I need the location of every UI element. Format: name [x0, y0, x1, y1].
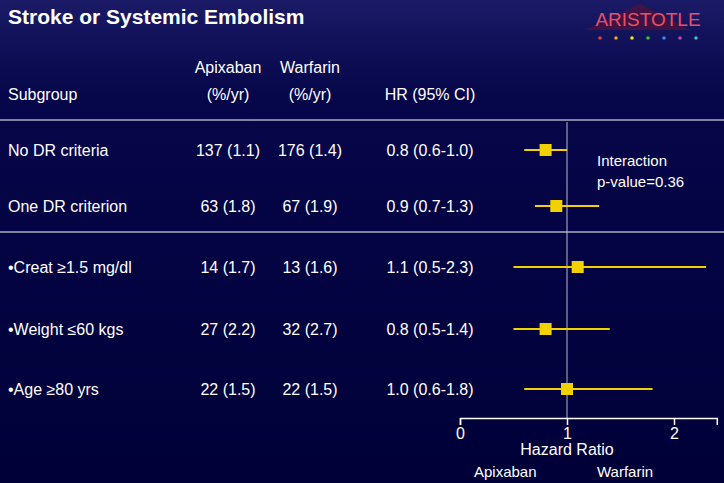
- ci-line: [514, 328, 610, 330]
- texts: Stroke or Systemic Embolism Subgroup Apixa…: [8, 5, 684, 480]
- chart: Stroke or Systemic Embolism Subgroup Apixa…: [0, 0, 724, 483]
- logo-dot: [598, 36, 602, 40]
- row-label: •Age ≥80 yrs: [8, 381, 99, 398]
- apixaban-cell: 137 (1.1): [196, 142, 260, 159]
- x-tick-label: 0: [456, 425, 465, 442]
- apixaban-cell: 14 (1.7): [200, 259, 255, 276]
- ci-line: [524, 388, 652, 390]
- hr-cell: 0.8 (0.6-1.0): [386, 142, 473, 159]
- row-label: No DR criteria: [8, 142, 109, 159]
- x-tick-mark: [567, 418, 569, 425]
- x-axis-line: [461, 419, 718, 426]
- hr-point: [540, 144, 552, 156]
- apixaban-cell: 63 (1.8): [200, 198, 255, 215]
- x-tick-label: 2: [670, 425, 679, 442]
- header-subgroup: Subgroup: [8, 86, 77, 103]
- marks: [514, 144, 707, 395]
- x-axis: 0 1 2: [456, 418, 717, 442]
- header-apixaban: Apixaban: [195, 59, 262, 76]
- favors-right: Warfarin: [597, 463, 653, 480]
- warfarin-cell: 13 (1.6): [282, 259, 337, 276]
- apixaban-cell: 27 (2.2): [200, 321, 255, 338]
- background: [0, 0, 724, 483]
- x-axis-title: Hazard Ratio: [520, 441, 613, 458]
- header-apixaban: (%/yr): [207, 86, 250, 103]
- apixaban-cell: 22 (1.5): [200, 381, 255, 398]
- logo: ARISTOTLE: [585, 4, 701, 40]
- hr-point: [540, 323, 552, 335]
- x-tick: 2: [670, 418, 679, 442]
- logo-dot: [662, 36, 666, 40]
- x-tick-label: 1: [563, 425, 572, 442]
- header-warfarin: (%/yr): [289, 86, 332, 103]
- reference-line: [567, 122, 568, 418]
- header-warfarin: Warfarin: [280, 59, 340, 76]
- hr-cell: 1.1 (0.5-2.3): [386, 259, 473, 276]
- x-tick: 1: [563, 418, 572, 442]
- row-label: •Creat ≥1.5 mg/dl: [8, 259, 132, 276]
- warfarin-cell: 176 (1.4): [278, 142, 342, 159]
- x-tick-mark: [460, 418, 462, 425]
- hr-point: [550, 200, 562, 212]
- hr-cell: 0.8 (0.5-1.4): [386, 321, 473, 338]
- hr-cell: 1.0 (0.6-1.8): [386, 381, 473, 398]
- logo-dot: [678, 36, 682, 40]
- ci-line: [535, 205, 599, 207]
- logo-text: ARISTOTLE: [595, 9, 700, 30]
- logo-dot: [646, 36, 650, 40]
- logo-dot: [630, 36, 634, 40]
- header-hr: HR (95% CI): [385, 86, 476, 103]
- annotation: Interaction: [597, 152, 667, 169]
- hr-point: [561, 383, 573, 395]
- warfarin-cell: 32 (2.7): [282, 321, 337, 338]
- title: Stroke or Systemic Embolism: [8, 5, 304, 28]
- ci-line: [514, 266, 707, 268]
- warfarin-cell: 67 (1.9): [282, 198, 337, 215]
- row-label: One DR criterion: [8, 198, 127, 215]
- favors-left: Apixaban: [474, 463, 537, 480]
- annotation: p-value=0.36: [597, 173, 684, 190]
- group-rule: [0, 232, 724, 233]
- row-label: •Weight ≤60 kgs: [8, 321, 123, 338]
- hr-cell: 0.9 (0.7-1.3): [386, 198, 473, 215]
- x-tick: 0: [456, 418, 465, 442]
- x-tick-mark: [674, 418, 676, 425]
- warfarin-cell: 22 (1.5): [282, 381, 337, 398]
- hr-point: [572, 261, 584, 273]
- header-rule: [0, 120, 724, 121]
- logo-dot: [614, 36, 618, 40]
- logo-dot: [694, 36, 698, 40]
